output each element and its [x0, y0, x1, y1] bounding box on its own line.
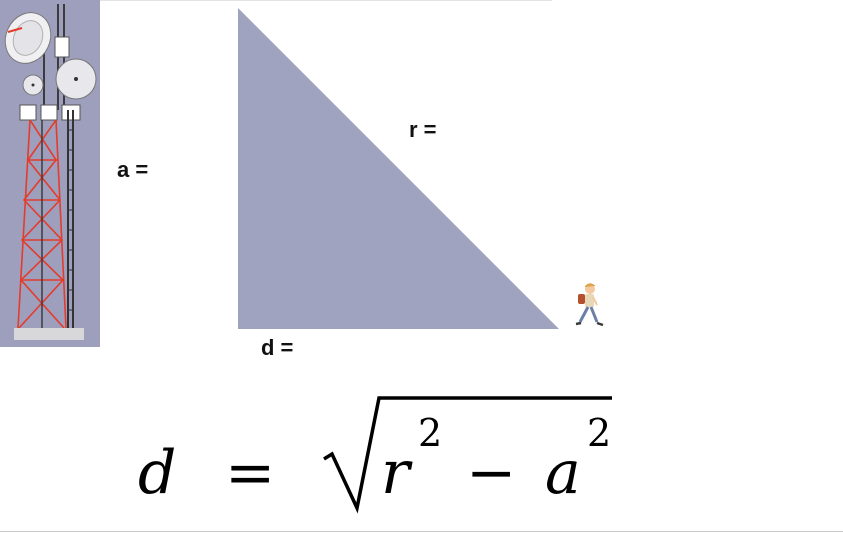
formula-term-r: r	[381, 438, 413, 508]
formula-minus: −	[466, 438, 516, 508]
formula-exponent-a: 2	[587, 411, 611, 455]
label-hypotenuse-r: r =	[409, 117, 437, 142]
dish-antenna-icon	[4, 12, 52, 64]
formula-exponent-r: 2	[418, 411, 442, 455]
formula-term-a: a	[545, 438, 581, 508]
walking-person-icon	[563, 280, 611, 330]
square-root-sign	[323, 396, 612, 514]
cell-tower-icon	[0, 0, 100, 347]
formula-equals: =	[225, 438, 275, 508]
label-altitude-a: a =	[117, 157, 149, 182]
distance-formula: d = r 2 − a 2	[138, 396, 612, 514]
formula-lhs: d	[138, 438, 176, 508]
label-distance-d: d =	[261, 335, 294, 360]
right-triangle	[238, 8, 559, 329]
